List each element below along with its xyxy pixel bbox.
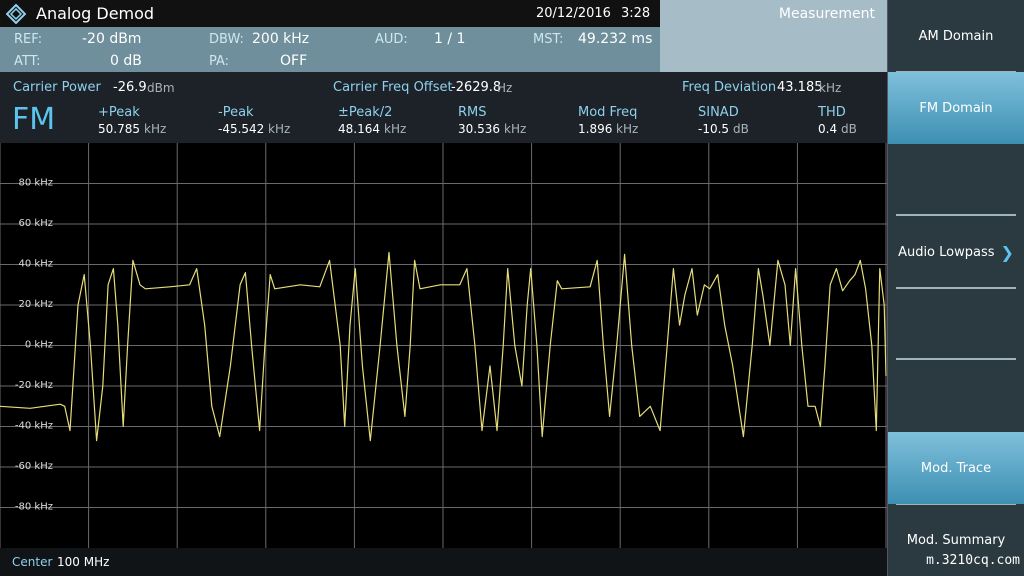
result-unit: dB	[841, 122, 857, 136]
carrier-unit: kHz	[819, 81, 842, 95]
result-label: +Peak	[98, 105, 140, 120]
y-tick-label: 20 kHz	[19, 299, 53, 310]
softkey-label: Audio Lowpass	[898, 244, 995, 260]
time: 3:28	[621, 6, 651, 21]
carrier-unit: dBm	[147, 81, 175, 95]
softkey[interactable]: Audio Lowpass ❯	[888, 216, 1024, 288]
result-value: -10.5	[698, 122, 730, 136]
setting-label: MST:	[533, 32, 564, 47]
carrier-value: -2629.8	[451, 80, 502, 95]
setting-value: 200 kHz	[252, 31, 310, 47]
center-label: Center	[12, 555, 53, 569]
panel-title: Measurement	[778, 6, 875, 22]
setting-value: 0 dB	[110, 53, 142, 69]
result-value: 50.785	[98, 122, 140, 136]
y-tick-label: -80 kHz	[15, 502, 53, 513]
footer: Center 100 MHz	[0, 548, 887, 576]
softkey-label: AM Domain	[918, 28, 994, 44]
y-tick-label: -60 kHz	[15, 461, 53, 472]
result-unit: kHz	[144, 122, 167, 136]
separator	[896, 503, 1016, 505]
y-tick-label: 0 kHz	[25, 340, 53, 351]
logo	[6, 4, 26, 24]
watermark: m.3210cq.com	[926, 553, 1020, 568]
date: 20/12/2016	[536, 6, 611, 21]
result-unit: dB	[733, 122, 749, 136]
carrier-value: -26.9	[113, 80, 147, 95]
carrier-value: 43.185	[777, 80, 823, 95]
carrier-label: Carrier Power	[13, 80, 101, 95]
result-label: RMS	[458, 105, 487, 120]
results-band: FM Carrier Power -26.9 dBm Carrier Freq Off…	[0, 72, 887, 143]
carrier-label: Freq Deviation	[682, 80, 777, 95]
result-label: Mod Freq	[578, 105, 638, 120]
setting-value: 1 / 1	[434, 31, 466, 47]
trace	[0, 251, 887, 442]
setting-value: -20 dBm	[82, 31, 142, 47]
setting-label: ATT:	[14, 54, 41, 69]
softkey[interactable]: FM Domain	[888, 72, 1024, 144]
softkey[interactable]: Mod. Summary	[888, 504, 1024, 576]
separator	[896, 358, 1016, 360]
submenu-arrow: ❯	[1000, 242, 1014, 262]
separator	[896, 287, 1016, 289]
separator	[896, 214, 1016, 216]
result-value: 0.4	[818, 122, 838, 136]
result-unit: kHz	[384, 122, 407, 136]
app-title: Analog Demod	[36, 4, 155, 23]
softkey[interactable]: AM Domain	[888, 0, 1024, 72]
result-unit: kHz	[504, 122, 527, 136]
result-unit: kHz	[616, 122, 639, 136]
y-tick-label: 80 kHz	[19, 178, 53, 189]
result-value: 48.164	[338, 122, 380, 136]
carrier-unit: Hz	[497, 81, 513, 95]
carrier-label: Carrier Freq Offset	[333, 80, 453, 95]
y-tick-label: 40 kHz	[19, 259, 53, 270]
measurement-panel: Measurement	[660, 0, 887, 72]
result-unit: kHz	[268, 122, 291, 136]
softkey-label: Mod. Summary	[906, 532, 1006, 548]
result-value: -45.542	[218, 122, 265, 136]
center-value: 100 MHz	[57, 555, 110, 569]
title-bar: Analog Demod 20/12/2016 3:28	[0, 0, 660, 27]
setting-label: DBW:	[209, 32, 244, 47]
softkey-label: FM Domain	[919, 100, 993, 116]
result-label: SINAD	[698, 105, 739, 120]
result-value: 1.896	[578, 122, 613, 136]
y-tick-label: -40 kHz	[15, 421, 53, 432]
setting-value: 49.232 ms	[578, 31, 653, 47]
result-label: -Peak	[218, 105, 254, 120]
setting-label: PA:	[209, 54, 230, 69]
y-tick-label: 60 kHz	[19, 218, 53, 229]
result-label: THD	[818, 105, 846, 120]
result-label: ±Peak/2	[338, 105, 393, 120]
settings-band: REF: -20 dBm DBW: 200 kHz AUD: 1 / 1 MST: 49.23…	[0, 27, 660, 72]
result-value: 30.536	[458, 122, 500, 136]
trace-chart: 80 kHz 60 kHz 40 kHz 20 kHz 0 kHz -20 kHz -40 …	[0, 143, 887, 548]
setting-label: AUD:	[375, 32, 408, 47]
setting-label: REF:	[14, 32, 43, 47]
setting-value: OFF	[280, 53, 308, 69]
mode: FM	[12, 102, 56, 137]
softkey-bar: AM Domain FM Domain Audio Lowpass ❯ Mod. Tra…	[887, 0, 1024, 576]
softkey-label: Mod. Trace	[920, 460, 992, 476]
y-tick-label: -20 kHz	[15, 380, 53, 391]
softkey[interactable]: Mod. Trace	[888, 432, 1024, 504]
